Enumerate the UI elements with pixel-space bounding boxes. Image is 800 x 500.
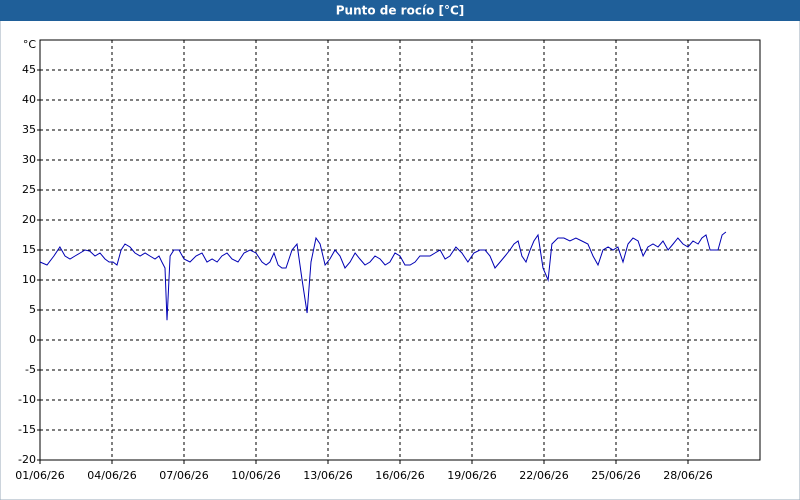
y-tick-label: -20 bbox=[18, 453, 36, 466]
x-tick-label: 13/06/26 bbox=[303, 469, 352, 482]
title-bar bbox=[0, 0, 800, 21]
y-tick-label: -5 bbox=[25, 363, 36, 376]
y-tick-label: 0 bbox=[29, 333, 36, 346]
x-tick-label: 07/06/26 bbox=[159, 469, 208, 482]
x-tick-label: 10/06/26 bbox=[231, 469, 280, 482]
x-tick-label: 19/06/26 bbox=[447, 469, 496, 482]
y-tick-label: 25 bbox=[22, 183, 36, 196]
y-tick-label: 45 bbox=[22, 63, 36, 76]
x-tick-label: 04/06/26 bbox=[87, 469, 136, 482]
y-tick-label: 20 bbox=[22, 213, 36, 226]
y-tick-label: -10 bbox=[18, 393, 36, 406]
y-tick-label: -15 bbox=[18, 423, 36, 436]
plot-border bbox=[39, 39, 761, 461]
y-tick-label: 35 bbox=[22, 123, 36, 136]
y-tick-label: 15 bbox=[22, 243, 36, 256]
x-tick-label: 25/06/26 bbox=[591, 469, 640, 482]
y-tick-label: 5 bbox=[29, 303, 36, 316]
chart-title: Punto de rocío [°C] bbox=[336, 4, 465, 18]
y-tick-label: 10 bbox=[22, 273, 36, 286]
y-axis-label: °C bbox=[23, 38, 37, 51]
x-tick-label: 22/06/26 bbox=[519, 469, 568, 482]
x-tick-label: 16/06/26 bbox=[375, 469, 424, 482]
x-tick-label: 01/06/26 bbox=[15, 469, 64, 482]
y-tick-label: 30 bbox=[22, 153, 36, 166]
x-tick-label: 28/06/26 bbox=[663, 469, 712, 482]
y-tick-label: 40 bbox=[22, 93, 36, 106]
data-line bbox=[39, 231, 727, 321]
